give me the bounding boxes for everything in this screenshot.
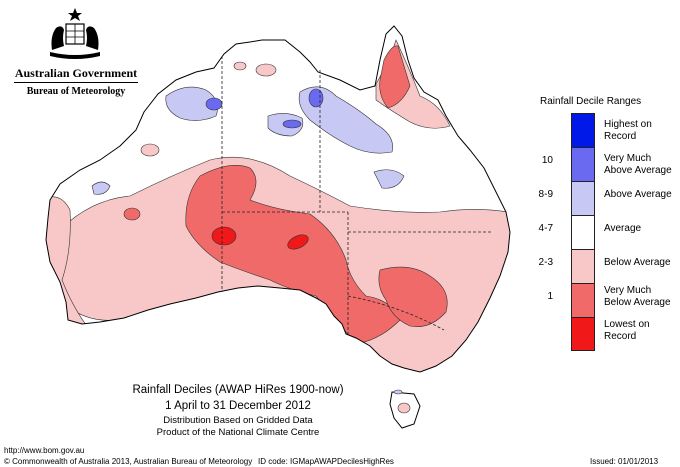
swatch-below-average	[571, 249, 595, 283]
region-below-average-patch-4	[123, 207, 141, 221]
region-very-much-above-2	[308, 88, 324, 108]
swatch-highest-on-record	[571, 113, 595, 147]
legend-range-8-9: 8-9	[538, 189, 553, 200]
header-divider	[14, 82, 138, 83]
swatch-average	[571, 215, 595, 249]
tasmania	[389, 389, 421, 429]
legend-range-10: 10	[541, 155, 553, 166]
legend-label-below-average: Below Average	[604, 257, 671, 268]
map-period: 1 April to 31 December 2012	[165, 400, 311, 412]
legend-swatches	[571, 113, 595, 351]
legend-range-2-3: 2-3	[538, 257, 553, 268]
swatch-very-much-below	[571, 283, 595, 317]
legend-label-highest-on-record: Highest on Record	[604, 119, 652, 142]
legend-label-above-average: Above Average	[604, 189, 672, 200]
map-title-block: Rainfall Deciles (AWAP HiRes 1900-now) 1…	[118, 384, 358, 438]
bureau-name: Bureau of Meteorology	[26, 86, 126, 97]
government-name: Australian Government	[14, 66, 138, 80]
legend-range-1: 1	[547, 291, 553, 302]
map-title: Rainfall Deciles (AWAP HiRes 1900-now)	[132, 384, 344, 396]
swatch-lowest-on-record	[571, 317, 595, 351]
region-above-average-kimberley	[165, 86, 218, 121]
id-code: ID code: IGMapAWAPDecilesHighRes	[258, 457, 394, 466]
region-very-much-above-3	[282, 119, 302, 129]
legend-range-4-7: 4-7	[538, 223, 553, 234]
legend-label-average: Average	[604, 223, 642, 234]
issued-date: Issued: 01/01/2013	[590, 457, 659, 466]
region-very-much-above-1	[205, 97, 223, 111]
coat-of-arms-icon	[50, 8, 100, 59]
legend-label-lowest-on-record: Lowest on Record	[604, 319, 650, 342]
legend-title: Rainfall Decile Ranges	[540, 96, 642, 107]
legend-label-very-much-above: Very Much Above Average	[604, 153, 672, 176]
legend-label-very-much-below: Very Much Below Average	[604, 285, 671, 308]
region-lowest-on-record-2	[287, 234, 309, 250]
copyright-notice: © Commonwealth of Australia 2013, Austra…	[4, 457, 253, 466]
swatch-very-much-above	[571, 147, 595, 181]
map-method: Distribution Based on Gridded Data	[163, 415, 313, 426]
region-above-average-nt	[298, 86, 393, 154]
region-below-average-patch-1	[255, 63, 277, 77]
continent-outline	[45, 25, 511, 373]
border-nsw-vic	[347, 295, 445, 331]
region-lowest-on-record-1	[211, 226, 237, 246]
region-above-average-qld	[373, 169, 405, 189]
region-above-average-wa	[91, 181, 111, 195]
bom-url: http://www.bom.gov.au	[4, 446, 85, 455]
state-borders	[221, 56, 492, 334]
region-below-average-patch-3	[140, 143, 160, 157]
region-very-much-below-southeast	[378, 266, 448, 327]
swatch-above-average	[571, 181, 595, 215]
region-very-much-below-northeast	[379, 45, 411, 109]
region-below-average-patch-2	[233, 61, 247, 71]
map-producer: Product of the National Climate Centre	[156, 427, 320, 438]
